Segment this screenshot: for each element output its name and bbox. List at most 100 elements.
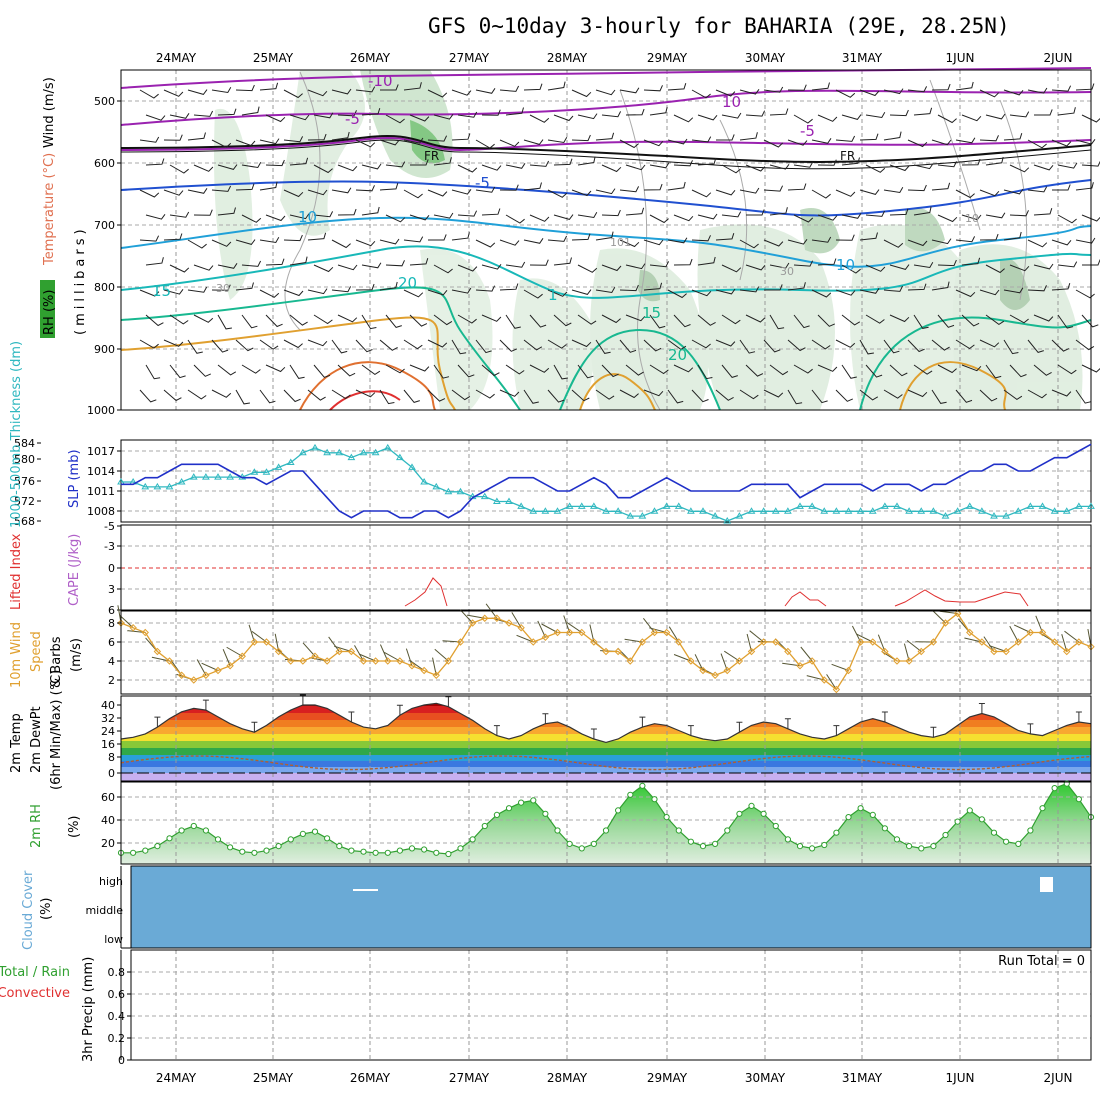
wind10-label-1: 10m Wind: [9, 622, 24, 688]
wind-barb: [667, 389, 684, 404]
wind-barb: [667, 83, 687, 91]
wind-barb: [1003, 89, 1024, 96]
rh-point: [930, 843, 937, 850]
wind-barb: [1034, 109, 1053, 116]
rh-point: [821, 841, 828, 849]
wind-barb: [715, 389, 734, 401]
wind-barb: [289, 157, 309, 166]
wind-barb: [481, 109, 501, 116]
date-label: 31MAY: [842, 51, 883, 65]
date-label: 2JUN: [1044, 1071, 1073, 1085]
thickness-point: [1038, 502, 1047, 509]
rh-point: [978, 816, 986, 823]
wind-barb: [739, 239, 759, 249]
wind-barb: [379, 139, 400, 146]
wind-barb: [577, 264, 598, 273]
wind-barb: [739, 89, 760, 95]
wind-point: [747, 647, 756, 656]
thickness-point: [383, 443, 392, 451]
cloud-middle: middle: [85, 904, 123, 917]
wind-barb: [883, 131, 902, 141]
wind-barb: [1009, 111, 1030, 118]
wind-barb: [739, 132, 758, 141]
rh-point: [445, 850, 452, 858]
wind-barb: [721, 112, 742, 119]
wind-barb: [721, 314, 741, 325]
wind-point: [626, 657, 634, 665]
wind-barb: [248, 624, 255, 643]
contour-label: 30: [216, 282, 230, 295]
wind-point: [565, 628, 574, 637]
wind-barb: [241, 260, 262, 267]
wind-barb: [1009, 210, 1029, 217]
wind-barb: [328, 636, 340, 652]
wind-barb: [307, 339, 328, 347]
wind-barb: [163, 134, 183, 141]
minmax-bar: [542, 713, 549, 724]
wind-barb: [193, 164, 214, 172]
wind-point: [711, 671, 719, 679]
upper-air-panel: -10 -5 FR FR -5 10 -5 10 15 20 15 20 30 …: [40, 67, 1100, 417]
wind-barb: [241, 162, 262, 169]
wind-barb: [1051, 239, 1072, 246]
rh-point: [481, 822, 488, 830]
thickness-point: [662, 502, 671, 509]
wind-point: [505, 619, 513, 627]
rh-point: [469, 836, 476, 843]
wind-barb: [1013, 624, 1031, 633]
wind-barb: [358, 653, 376, 662]
wind-barb: [385, 114, 405, 124]
wind-barb: [961, 364, 982, 372]
wind-barb: [163, 339, 184, 347]
wind-barb: [667, 138, 688, 145]
thickness-point: [226, 473, 235, 480]
tick-label: 0: [108, 767, 115, 780]
wind-barb: [163, 89, 184, 97]
wind-barb: [283, 89, 303, 99]
wind-point: [772, 638, 780, 646]
contour-label: 10: [298, 208, 317, 226]
wind-point: [735, 657, 744, 665]
wind-point: [384, 657, 392, 665]
wind-barb: [307, 89, 328, 97]
minmax-bar: [251, 721, 258, 733]
thickness-point: [141, 482, 150, 490]
thickness-point: [589, 502, 598, 509]
contour-label: 10: [965, 212, 979, 225]
wind-barb: [499, 139, 520, 147]
wind-barb: [1081, 314, 1099, 328]
contour-label: 15: [152, 282, 171, 300]
thickness-point: [1026, 502, 1035, 509]
rh-point: [396, 847, 403, 854]
cloud-low: low: [104, 933, 123, 946]
wind-barb: [673, 654, 692, 662]
temp-label-1: 2m Temp: [9, 713, 24, 773]
temperature-bands: [121, 703, 1091, 781]
wind-barb: [434, 648, 449, 662]
wind-barb: [547, 389, 565, 403]
wind-barb: [169, 211, 190, 218]
wind-barb: [817, 214, 838, 221]
thickness-point: [868, 507, 877, 514]
thickness-point: [541, 507, 550, 514]
wind-barb: [931, 281, 950, 291]
wind-barb: [145, 314, 164, 327]
wind-barb: [235, 84, 255, 92]
contour-label: 15: [642, 304, 661, 322]
wind-barb: [841, 157, 860, 166]
rh-point: [639, 782, 646, 789]
wind-barb: [625, 164, 646, 171]
contour-labels: -10 -5 FR FR -5 10 -5 10 15 20 15 20 30 …: [152, 72, 979, 364]
wind-barb: [811, 189, 831, 199]
rh-point: [663, 814, 670, 821]
rh-point: [942, 831, 949, 839]
wind-barb: [619, 87, 640, 94]
wind-barb: [1003, 339, 1019, 355]
wind-point: [299, 657, 307, 665]
thickness-point: [893, 502, 901, 509]
thickness-point: [929, 507, 938, 514]
wind-barb: [619, 239, 640, 248]
wind-point: [177, 671, 186, 679]
top-date-labels: 24MAY 25MAY 26MAY 27MAY 28MAY 29MAY 30MAY 31MAY…: [156, 51, 1073, 65]
